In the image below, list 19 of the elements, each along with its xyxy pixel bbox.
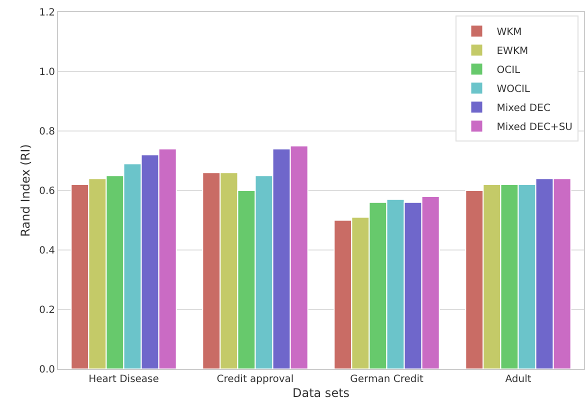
y-tick-label: 0.0 xyxy=(39,364,55,376)
y-tick-label: 0.6 xyxy=(39,186,55,197)
legend-label: OCIL xyxy=(496,64,521,76)
legend-label: WOCIL xyxy=(496,84,530,95)
x-tick-label: German Credit xyxy=(350,374,424,385)
legend-label: WKM xyxy=(496,26,522,38)
x-tick-label: Heart Disease xyxy=(88,374,159,385)
x-axis-title: Data sets xyxy=(292,386,350,400)
x-tick-label: Adult xyxy=(505,374,532,385)
y-tick-label: 0.8 xyxy=(39,126,55,138)
x-tick-label: Credit approval xyxy=(216,374,294,385)
y-axis-title: Rand Index (RI) xyxy=(18,144,32,237)
legend-label: Mixed DEC xyxy=(496,102,550,114)
y-tick-label: 1.2 xyxy=(39,8,55,18)
legend-label: Mixed DEC+SU xyxy=(496,122,572,133)
y-tick-label: 0.4 xyxy=(39,246,55,256)
y-tick-label: 1.0 xyxy=(39,67,55,78)
y-tick-label: 0.2 xyxy=(39,305,55,316)
legend-label: EWKM xyxy=(496,46,528,57)
